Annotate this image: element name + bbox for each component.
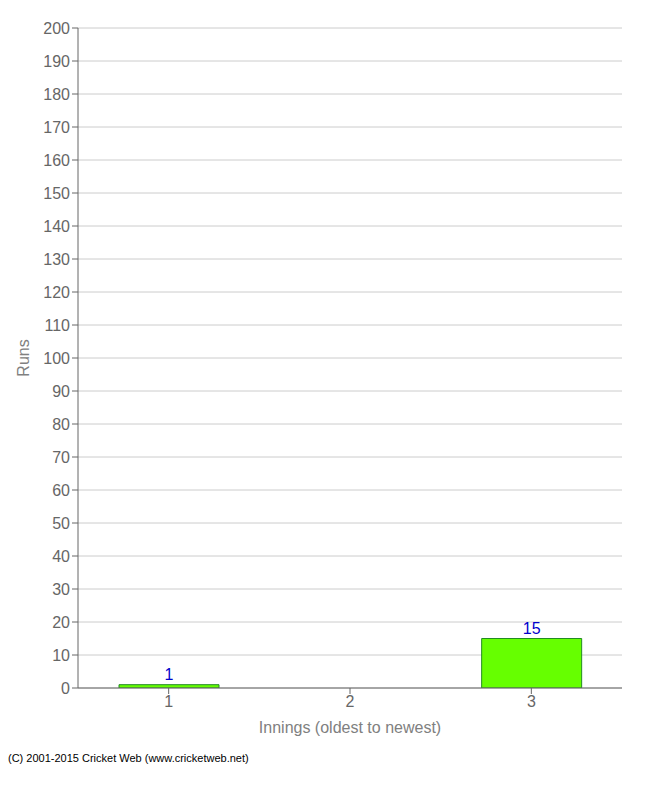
svg-text:15: 15 (523, 620, 541, 637)
svg-text:10: 10 (52, 647, 70, 664)
html-text:(C) 2001-2015 Cricket Web (www: (C) 2001-2015 Cricket Web (www.cricketwe… (8, 752, 249, 764)
svg-text:50: 50 (52, 515, 70, 532)
svg-text:180: 180 (43, 86, 70, 103)
svg-text:1: 1 (165, 666, 174, 683)
svg-text:170: 170 (43, 119, 70, 136)
svg-text:70: 70 (52, 449, 70, 466)
svg-text:30: 30 (52, 581, 70, 598)
svg-text:110: 110 (44, 317, 70, 334)
svg-text:40: 40 (52, 548, 70, 565)
svg-text:200: 200 (43, 20, 70, 37)
svg-text:60: 60 (52, 482, 70, 499)
svg-text:90: 90 (52, 383, 70, 400)
svg-text:190: 190 (43, 53, 70, 70)
svg-text:120: 120 (43, 284, 70, 301)
svg-text:130: 130 (43, 251, 70, 268)
svg-text:Runs: Runs (15, 339, 32, 376)
svg-text:150: 150 (43, 185, 70, 202)
svg-text:1: 1 (164, 693, 173, 710)
svg-text:80: 80 (52, 416, 70, 433)
svg-text:Innings (oldest to newest): Innings (oldest to newest) (259, 719, 441, 736)
svg-text:100: 100 (43, 350, 70, 367)
svg-text:140: 140 (43, 218, 70, 235)
svg-text:3: 3 (527, 693, 536, 710)
svg-text:160: 160 (43, 152, 70, 169)
svg-text:20: 20 (52, 614, 70, 631)
svg-text:0: 0 (61, 680, 70, 697)
svg-text:2: 2 (346, 693, 355, 710)
